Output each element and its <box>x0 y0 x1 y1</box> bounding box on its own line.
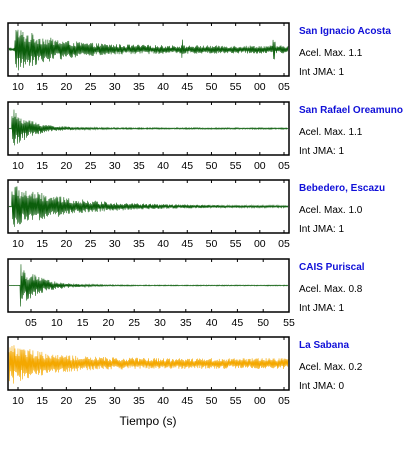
x-tick-label: 25 <box>128 317 140 329</box>
station-name: La Sabana <box>299 340 349 351</box>
x-tick-label: 40 <box>157 160 169 172</box>
x-tick-label: 45 <box>181 238 193 250</box>
x-tick-label: 20 <box>103 317 115 329</box>
x-tick-label: 05 <box>278 395 290 407</box>
trace-line <box>8 109 289 146</box>
x-tick-label: 50 <box>206 160 218 172</box>
x-tick-label: 50 <box>206 238 218 250</box>
x-tick-label: 10 <box>12 81 24 93</box>
acel-max-label: Acel. Max. 0.8 <box>299 284 363 295</box>
x-tick-label: 35 <box>133 395 145 407</box>
x-tick-label: 30 <box>109 238 121 250</box>
x-tick-label: 05 <box>278 81 290 93</box>
x-tick-label: 10 <box>12 238 24 250</box>
x-tick-label: 00 <box>254 81 266 93</box>
x-tick-label: 20 <box>61 395 73 407</box>
int-jma-label: Int JMA: 0 <box>299 381 344 392</box>
x-tick-label: 25 <box>85 81 97 93</box>
int-jma-label: Int JMA: 1 <box>299 303 344 314</box>
x-tick-label: 00 <box>254 395 266 407</box>
x-tick-label: 40 <box>157 81 169 93</box>
x-tick-label: 55 <box>283 317 295 329</box>
x-tick-label: 10 <box>12 160 24 172</box>
panel-frame <box>7 336 290 391</box>
int-jma-label: Int JMA: 1 <box>299 146 344 157</box>
x-tick-label: 50 <box>206 81 218 93</box>
x-tick-label: 55 <box>230 238 242 250</box>
acel-max-label: Acel. Max. 1.0 <box>299 205 363 216</box>
x-tick-label: 50 <box>206 395 218 407</box>
x-tick-label: 55 <box>230 160 242 172</box>
panels-layer: 10 15 20 25 30 35 40 45 50 55 00 05 San Ignacio Acos… <box>7 22 403 407</box>
int-jma-label: Int JMA: 1 <box>299 67 344 78</box>
x-tick-label: 50 <box>257 317 269 329</box>
x-tick-label: 45 <box>181 160 193 172</box>
int-jma-label: Int JMA: 1 <box>299 224 344 235</box>
acel-max-label: Acel. Max. 1.1 <box>299 48 363 59</box>
x-tick-label: 40 <box>157 238 169 250</box>
station-name: San Ignacio Acosta <box>299 26 391 37</box>
station-name: Bebedero, Escazu <box>299 183 385 194</box>
x-tick-label: 30 <box>109 160 121 172</box>
x-tick-label: 20 <box>61 160 73 172</box>
x-tick-label: 35 <box>133 238 145 250</box>
x-tick-label: 25 <box>85 238 97 250</box>
x-tick-label: 00 <box>254 238 266 250</box>
x-tick-label: 55 <box>230 81 242 93</box>
panel-5: 10 15 20 25 30 35 40 45 50 55 00 05 La Sabana Acel. M… <box>7 336 363 407</box>
x-tick-label: 05 <box>25 317 37 329</box>
x-tick-label: 55 <box>230 395 242 407</box>
x-tick-label: 30 <box>109 81 121 93</box>
trace-line <box>8 345 289 384</box>
x-tick-label: 25 <box>85 160 97 172</box>
x-tick-label: 45 <box>232 317 244 329</box>
trace-line <box>8 29 289 71</box>
panel-frame <box>7 22 290 77</box>
x-tick-label: 15 <box>77 317 89 329</box>
x-tick-label: 05 <box>278 238 290 250</box>
x-tick-label: 20 <box>61 238 73 250</box>
x-tick-label: 15 <box>36 160 48 172</box>
x-tick-label: 45 <box>181 81 193 93</box>
x-tick-label: 05 <box>278 160 290 172</box>
x-tick-label: 35 <box>133 160 145 172</box>
x-tick-label: 25 <box>85 395 97 407</box>
station-name: San Rafael Oreamuno <box>299 105 403 116</box>
acel-max-label: Acel. Max. 0.2 <box>299 362 363 373</box>
x-tick-label: 20 <box>61 81 73 93</box>
acel-max-label: Acel. Max. 1.1 <box>299 127 363 138</box>
trace-line <box>8 264 289 307</box>
station-name: CAIS Puriscal <box>299 262 365 273</box>
x-tick-label: 10 <box>51 317 63 329</box>
trace-line <box>8 186 289 227</box>
x-tick-label: 40 <box>206 317 218 329</box>
x-axis-title: Tiempo (s) <box>120 414 177 428</box>
panel-1: 10 15 20 25 30 35 40 45 50 55 00 05 San Ignacio Acos… <box>7 22 391 93</box>
x-tick-label: 30 <box>109 395 121 407</box>
x-tick-label: 15 <box>36 395 48 407</box>
x-tick-label: 00 <box>254 160 266 172</box>
x-tick-label: 40 <box>157 395 169 407</box>
x-tick-label: 15 <box>36 238 48 250</box>
x-tick-label: 15 <box>36 81 48 93</box>
panel-4: 05 10 15 20 25 30 35 40 45 50 55 CAIS Puriscal Acel.… <box>7 258 365 329</box>
panel-frame <box>7 258 290 313</box>
panel-3: 10 15 20 25 30 35 40 45 50 55 00 05 Bebedero, Escazu… <box>7 179 385 250</box>
panel-2: 10 15 20 25 30 35 40 45 50 55 00 05 San Rafael Oream… <box>7 101 403 172</box>
x-tick-label: 30 <box>154 317 166 329</box>
x-tick-label: 45 <box>181 395 193 407</box>
panel-frame <box>7 179 290 234</box>
x-tick-label: 35 <box>180 317 192 329</box>
x-tick-label: 35 <box>133 81 145 93</box>
x-tick-label: 10 <box>12 395 24 407</box>
panel-frame <box>7 101 290 156</box>
